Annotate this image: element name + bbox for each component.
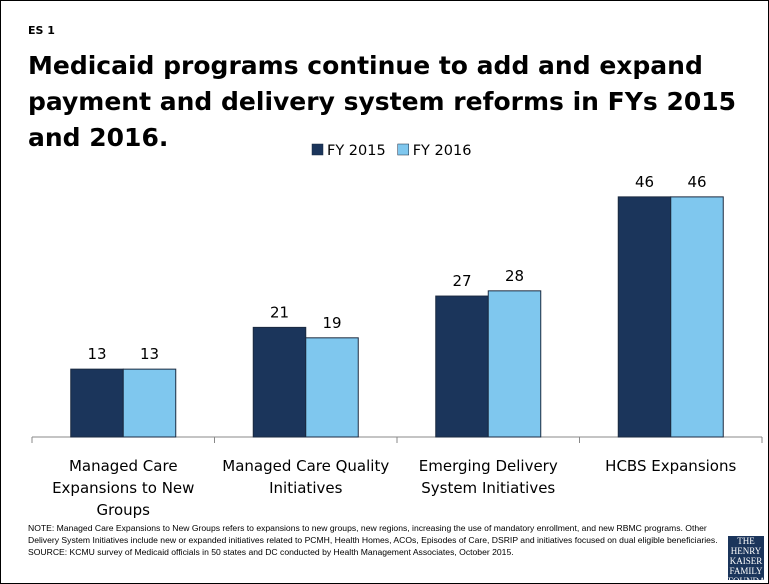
bar — [70, 368, 124, 438]
value-label: 27 — [452, 272, 471, 290]
value-label: 19 — [322, 314, 341, 332]
value-label: 21 — [270, 303, 289, 321]
value-label: 13 — [87, 345, 106, 363]
bar — [305, 337, 359, 438]
value-label: 13 — [140, 345, 159, 363]
legend-swatch — [397, 143, 409, 156]
slide-label: ES 1 — [28, 24, 55, 37]
legend-label: FY 2016 — [413, 143, 472, 159]
bar — [122, 368, 177, 438]
x-tick-label: Managed Care Quality Initiatives — [222, 457, 390, 497]
bar — [617, 196, 672, 438]
value-label: 28 — [505, 267, 524, 285]
notes: NOTE: Managed Care Expansions to New Gro… — [28, 522, 718, 558]
source: SOURCE: KCMU survey of Medicaid official… — [28, 547, 514, 557]
x-tick-label: HCBS Expansions — [605, 457, 737, 475]
x-tick-label: Emerging Delivery System Initiatives — [418, 457, 558, 497]
note: NOTE: Managed Care Expansions to New Gro… — [28, 523, 718, 545]
bar — [487, 290, 542, 438]
legend-swatch — [311, 143, 324, 156]
value-label: 46 — [687, 173, 706, 191]
bar — [252, 326, 307, 438]
legend-label: FY 2015 — [327, 143, 386, 159]
chart-title: Medicaid programs continue to add and ex… — [28, 51, 737, 152]
bar — [435, 295, 489, 438]
logo: THE HENRY KAISER FAMILY FOUNDATION — [728, 536, 764, 580]
bar — [670, 196, 724, 438]
x-tick-label: Managed Care Expansions to New Groups — [52, 457, 195, 519]
value-label: 46 — [635, 173, 654, 191]
